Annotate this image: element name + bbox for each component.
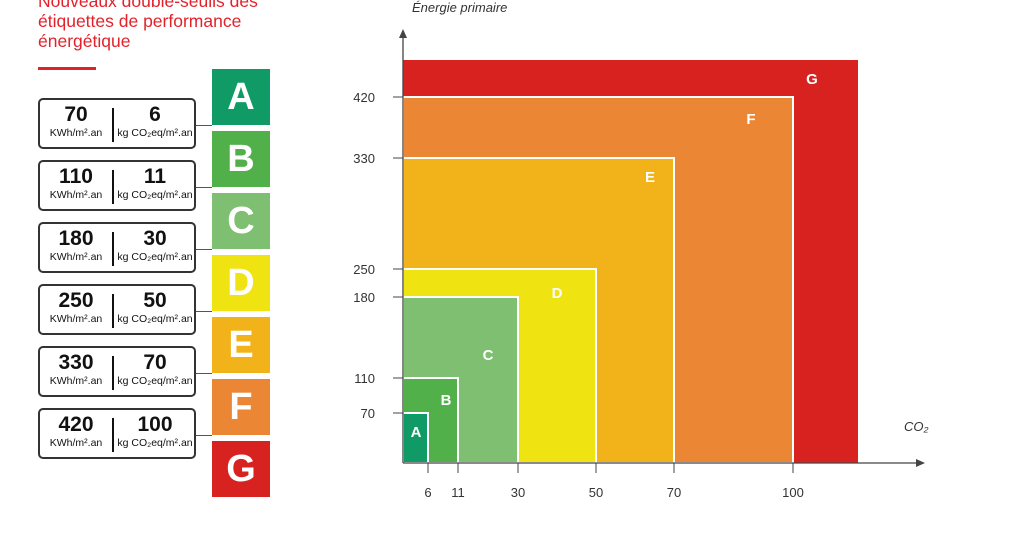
zone-label-f: F [746, 111, 755, 128]
y-tick-label: 420 [353, 90, 375, 105]
threshold-box: 180 KWh/m².an 30 kg CO₂eq/m².an [38, 222, 196, 273]
threshold-box: 420 KWh/m².an 100 kg CO₂eq/m².an [38, 408, 196, 459]
energy-threshold: 70 [64, 103, 88, 126]
x-tick-label: 30 [511, 485, 525, 500]
co2-threshold: 6 [149, 103, 161, 126]
zone-label-g: G [806, 71, 818, 88]
label-e: E [212, 317, 270, 373]
co2-threshold: 30 [143, 227, 167, 250]
threshold-box: 250 KWh/m².an 50 kg CO₂eq/m².an [38, 284, 196, 335]
threshold-connector [196, 311, 212, 312]
threshold-connector [196, 125, 212, 126]
energy-unit: KWh/m².an [49, 251, 103, 263]
label-b: B [212, 131, 270, 187]
x-tick-label: 70 [667, 485, 681, 500]
zone-label-a: A [411, 424, 422, 441]
x-tick-label: 6 [424, 485, 431, 500]
threshold-connector [196, 435, 212, 436]
threshold-connector [196, 373, 212, 374]
energy-unit: KWh/m².an [49, 375, 103, 387]
co2-threshold: 70 [143, 351, 167, 374]
label-g: G [212, 441, 270, 497]
label-a: A [212, 69, 270, 125]
y-tick-label: 250 [353, 262, 375, 277]
co2-threshold: 100 [137, 413, 173, 436]
threshold-connector [196, 187, 212, 188]
y-axis-arrow [399, 29, 407, 38]
energy-unit: KWh/m².an [49, 189, 103, 201]
co2-unit: kg CO₂eq/m².an [117, 189, 193, 201]
threshold-separator [112, 356, 114, 390]
energy-threshold: 250 [58, 289, 94, 312]
zone-label-b: B [441, 392, 452, 409]
zone-label-c: C [483, 347, 494, 364]
x-axis-label: CO₂ [904, 419, 929, 434]
page-title: Nouveaux double-seuils des étiquettes de… [38, 0, 258, 51]
co2-threshold: 11 [143, 165, 167, 188]
energy-unit: KWh/m².an [49, 313, 103, 325]
co2-threshold: 50 [143, 289, 167, 312]
energy-threshold: 330 [58, 351, 94, 374]
x-tick-label: 50 [589, 485, 603, 500]
energy-unit: KWh/m².an [49, 127, 103, 139]
x-tick-label: 100 [782, 485, 804, 500]
threshold-separator [112, 108, 114, 142]
energy-threshold: 180 [58, 227, 94, 250]
zone-label-d: D [552, 285, 563, 302]
threshold-box: 330 KWh/m².an 70 kg CO₂eq/m².an [38, 346, 196, 397]
zone-label-e: E [645, 169, 655, 186]
threshold-box: 70 KWh/m².an 6 kg CO₂eq/m².an [38, 98, 196, 149]
threshold-separator [112, 418, 114, 452]
y-tick-label: 330 [353, 151, 375, 166]
y-tick-label: 180 [353, 290, 375, 305]
x-tick-label: 11 [451, 485, 465, 500]
y-axis-label: Énergie primaire [412, 0, 507, 15]
y-tick-label: 70 [361, 406, 375, 421]
title-underline [38, 67, 96, 70]
threshold-separator [112, 232, 114, 266]
co2-unit: kg CO₂eq/m².an [117, 127, 193, 139]
co2-unit: kg CO₂eq/m².an [117, 251, 193, 263]
threshold-box: 110 KWh/m².an 11 kg CO₂eq/m².an [38, 160, 196, 211]
label-f: F [212, 379, 270, 435]
energy-unit: KWh/m².an [49, 437, 103, 449]
energy-threshold: 110 [59, 165, 93, 188]
y-tick-label: 110 [354, 371, 375, 386]
threshold-connector [196, 249, 212, 250]
threshold-separator [112, 294, 114, 328]
x-axis-arrow [916, 459, 925, 467]
co2-unit: kg CO₂eq/m².an [117, 375, 193, 387]
threshold-separator [112, 170, 114, 204]
co2-unit: kg CO₂eq/m².an [117, 313, 193, 325]
label-c: C [212, 193, 270, 249]
co2-unit: kg CO₂eq/m².an [117, 437, 193, 449]
label-d: D [212, 255, 270, 311]
energy-threshold: 420 [58, 413, 94, 436]
